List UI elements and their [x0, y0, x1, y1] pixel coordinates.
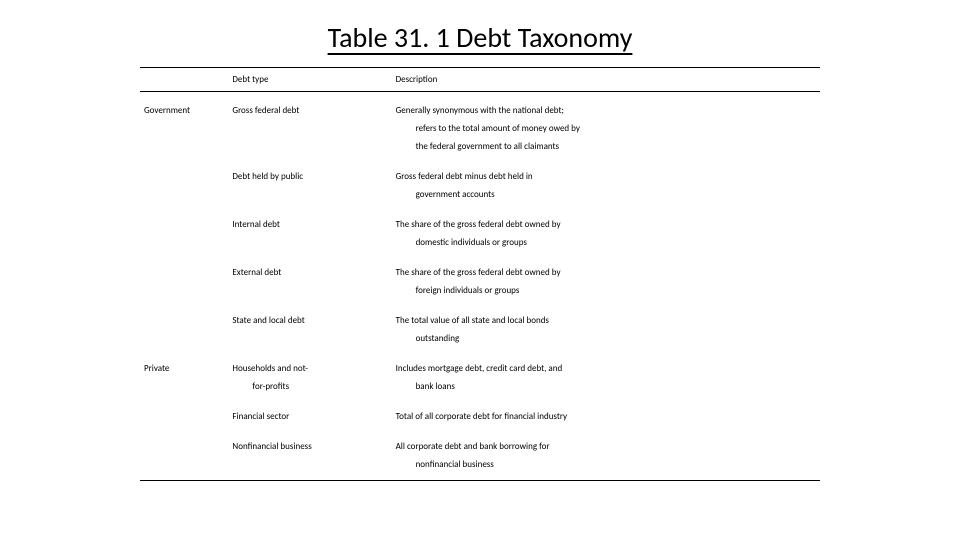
cell-debt-type: Debt held by public	[228, 162, 391, 210]
cell-debt-type: Gross federal debt	[228, 92, 391, 163]
page-title: Table 31. 1 Debt Taxonomy	[140, 20, 820, 55]
cell-debt-type: External debt	[228, 258, 391, 306]
header-debt-type: Debt type	[228, 68, 391, 92]
cell-category: Private	[140, 354, 228, 402]
cell-category	[140, 210, 228, 258]
cell-category	[140, 306, 228, 354]
cell-debt-type: Nonfinancial business	[228, 432, 391, 481]
debt-taxonomy-table: Debt type Description Government Gross f…	[140, 67, 820, 481]
cell-debt-type: Households and not- for-profits	[228, 354, 391, 402]
cell-description: Gross federal debt minus debt held in go…	[392, 162, 820, 210]
cell-description: Generally synonymous with the national d…	[392, 92, 820, 163]
header-category	[140, 68, 228, 92]
table-header-row: Debt type Description	[140, 68, 820, 92]
cell-category	[140, 402, 228, 432]
table-row: Debt held by public Gross federal debt m…	[140, 162, 820, 210]
cell-category	[140, 162, 228, 210]
table-row: Private Households and not- for-profits …	[140, 354, 820, 402]
cell-category	[140, 258, 228, 306]
cell-description: Total of all corporate debt for financia…	[392, 402, 820, 432]
table-row: Government Gross federal debt Generally …	[140, 92, 820, 163]
cell-category	[140, 432, 228, 481]
page-container: Table 31. 1 Debt Taxonomy Debt type Desc…	[0, 0, 960, 540]
cell-description: The share of the gross federal debt owne…	[392, 210, 820, 258]
table-row: External debt The share of the gross fed…	[140, 258, 820, 306]
cell-description: The share of the gross federal debt owne…	[392, 258, 820, 306]
table-row: Internal debt The share of the gross fed…	[140, 210, 820, 258]
table-row: Nonfinancial business All corporate debt…	[140, 432, 820, 481]
cell-debt-type: Financial sector	[228, 402, 391, 432]
cell-category: Government	[140, 92, 228, 163]
cell-description: Includes mortgage debt, credit card debt…	[392, 354, 820, 402]
table-row: State and local debt The total value of …	[140, 306, 820, 354]
cell-description: All corporate debt and bank borrowing fo…	[392, 432, 820, 481]
table-row: Financial sector Total of all corporate …	[140, 402, 820, 432]
cell-debt-type: State and local debt	[228, 306, 391, 354]
header-description: Description	[392, 68, 820, 92]
cell-debt-type: Internal debt	[228, 210, 391, 258]
cell-description: The total value of all state and local b…	[392, 306, 820, 354]
